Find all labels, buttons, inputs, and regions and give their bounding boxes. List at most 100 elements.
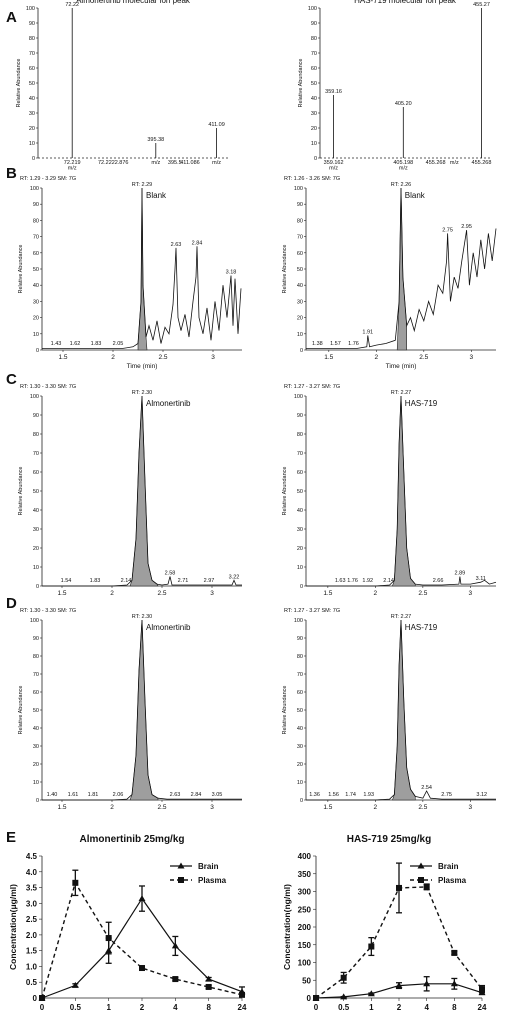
y-tick-label: 60 — [33, 690, 39, 696]
y-tick-label: 80 — [33, 654, 39, 660]
spectrum-title: Almonertinib molecular ion peak — [76, 0, 191, 5]
legend-label: Plasma — [198, 876, 227, 885]
y-tick-label: 0 — [300, 348, 303, 354]
pk-title: HAS-719 25mg/kg — [347, 834, 431, 845]
y-axis-label: Relative Abundance — [298, 59, 304, 108]
x-tick-label: 2.5 — [418, 804, 427, 811]
y-tick-label: 10 — [297, 780, 303, 786]
y-tick-label: 0 — [36, 584, 39, 590]
y-tick-label: 80 — [29, 36, 35, 42]
peak-label: 2.54 — [421, 785, 432, 791]
chromatogram-title: Almonertinib — [146, 399, 191, 408]
peak-label: 1.76 — [348, 341, 359, 347]
y-tick-label: 30 — [33, 744, 39, 750]
chromatogram-title: Almonertinib — [146, 623, 191, 632]
x-tick-label: 1 — [106, 1003, 111, 1012]
peak-label: 1.93 — [363, 792, 374, 798]
peak-label: 1.57 — [330, 341, 341, 347]
panel-letter-a: A — [6, 9, 17, 26]
chromatogram-C_right: RT: 1.27 - 3.27 SM: 7G HAS-719 Relative Ab… — [282, 384, 497, 597]
peak-label: 2.14 — [383, 578, 394, 584]
peak-label: 1.76 — [347, 578, 358, 584]
peak-label: RT: 2.26 — [391, 182, 411, 188]
peak-label: 1.54 — [61, 578, 72, 584]
data-point-plasma — [139, 965, 145, 972]
y-tick-label: 300 — [298, 888, 312, 897]
x-tick-label: 8 — [206, 1003, 211, 1012]
pk-chart-E_right: HAS-719 25mg/kgConcentration(ng/ml)Time … — [282, 834, 487, 1012]
x-tick-label: 24 — [238, 1003, 247, 1012]
x-axis-label: 405.198 — [393, 160, 413, 166]
x-tick-label: 3 — [469, 354, 473, 361]
y-tick-label: 0 — [33, 994, 38, 1003]
x-axis-label: 411.086 — [180, 160, 199, 166]
peak-label: 2.84 — [191, 792, 202, 798]
x-tick-label: 3 — [469, 590, 473, 597]
panel-letter-c: C — [6, 371, 17, 388]
data-point-plasma — [479, 986, 485, 993]
y-tick-label: 10 — [29, 141, 35, 147]
x-tick-label: 2 — [397, 1003, 402, 1012]
y-tick-label: 40 — [33, 726, 39, 732]
y-tick-label: 100 — [294, 618, 303, 624]
y-tick-label: 150 — [298, 941, 312, 950]
data-point-plasma — [105, 935, 112, 942]
y-tick-label: 4.0 — [26, 868, 38, 877]
peak-label: RT: 2.27 — [391, 390, 411, 396]
data-point-plasma — [423, 883, 430, 890]
peak-label: RT: 2.29 — [132, 182, 152, 188]
y-tick-label: 20 — [33, 546, 39, 552]
y-tick-label: 60 — [311, 66, 317, 72]
peak-label: 2.71 — [178, 578, 189, 584]
y-tick-label: 100 — [26, 6, 35, 12]
y-axis-label: Relative Abundance — [18, 686, 24, 735]
y-tick-label: 70 — [33, 235, 39, 241]
peak-label: 72.22 — [65, 2, 79, 8]
peak-label: 1.74 — [345, 792, 356, 798]
y-tick-label: 90 — [297, 202, 303, 208]
y-tick-label: 90 — [33, 202, 39, 208]
y-tick-label: 0 — [300, 584, 303, 590]
peak-label: 3.22 — [229, 574, 240, 580]
y-tick-label: 30 — [297, 299, 303, 305]
y-tick-label: 50 — [33, 489, 39, 495]
y-tick-label: 30 — [33, 299, 39, 305]
x-axis-label: 2.876 — [115, 160, 129, 166]
data-point-plasma — [313, 995, 319, 1001]
data-point-plasma — [451, 949, 458, 956]
y-tick-label: 20 — [297, 316, 303, 322]
y-tick-label: 10 — [311, 141, 317, 147]
peak-label: RT: 2.30 — [132, 390, 152, 396]
x-tick-label: 1.5 — [58, 354, 67, 361]
y-axis-label: Relative Abundance — [282, 467, 288, 516]
y-tick-label: 2.0 — [26, 931, 38, 940]
y-tick-label: 250 — [298, 905, 312, 914]
y-tick-label: 0.5 — [26, 978, 38, 987]
peak-label: 1.62 — [70, 341, 81, 347]
chromatogram-D_left: RT: 1.30 - 3.30 SM: 7G Almonertinib Relati… — [18, 608, 242, 811]
x-axis-label: 455.268 — [426, 160, 446, 166]
data-point-plasma — [239, 991, 245, 998]
chromatogram-header: RT: 1.30 - 3.30 SM: 7G — [20, 384, 76, 390]
pk-title: Almonertinib 25mg/kg — [79, 834, 184, 845]
y-tick-label: 90 — [297, 413, 303, 419]
x-tick-label: 2.5 — [157, 590, 166, 597]
y-tick-label: 80 — [33, 432, 39, 438]
spectrum-title: HAS-719 molecular ion peak — [354, 0, 457, 5]
x-tick-label: 1 — [369, 1003, 374, 1012]
x-axis-label: m/z — [399, 166, 408, 172]
y-tick-label: 60 — [297, 690, 303, 696]
y-tick-label: 90 — [311, 21, 317, 27]
data-point-plasma — [396, 884, 402, 891]
chromatogram-title: Blank — [146, 191, 167, 200]
chromatogram-D_right: RT: 1.27 - 3.27 SM: 7G HAS-719 Relative Ab… — [282, 608, 496, 811]
y-tick-label: 50 — [33, 708, 39, 714]
y-tick-label: 100 — [30, 394, 39, 400]
chromatogram-header: RT: 1.30 - 3.30 SM: 7G — [20, 608, 76, 614]
y-tick-label: 400 — [298, 852, 312, 861]
chromatogram-trace — [42, 187, 242, 349]
x-tick-label: 3 — [469, 804, 473, 811]
peak-label: 2.58 — [165, 571, 176, 577]
peak-label: 2.75 — [442, 227, 453, 233]
x-tick-label: 2 — [374, 354, 378, 361]
